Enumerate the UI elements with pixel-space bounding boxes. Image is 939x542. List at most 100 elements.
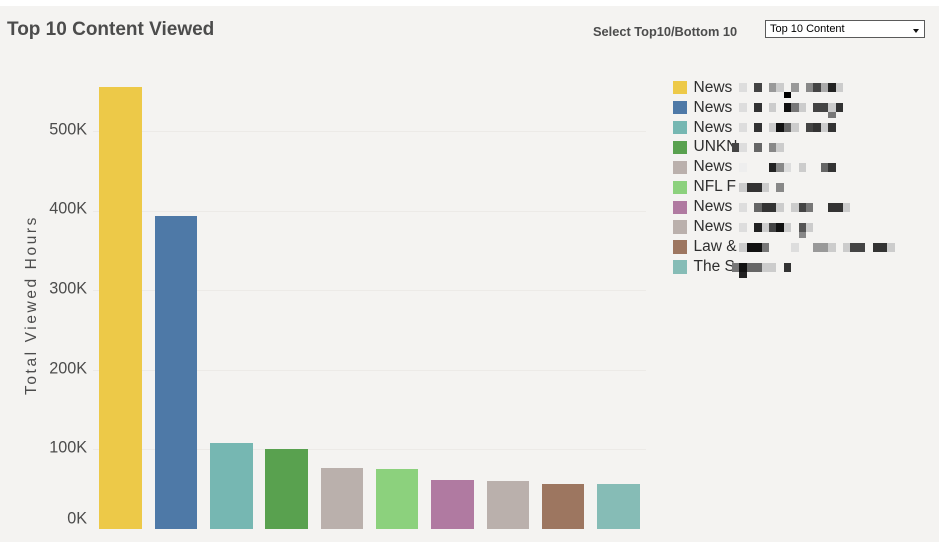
- y-tick-400K: 400K: [49, 199, 87, 218]
- redaction-pixel: [769, 202, 777, 212]
- legend-label: News: [693, 218, 733, 236]
- legend-swatch: [673, 100, 687, 115]
- bar-7-News[interactable]: [431, 479, 474, 529]
- redaction-pixel: [761, 222, 769, 232]
- redaction-pixel: [769, 262, 777, 272]
- legend-swatch: [673, 140, 687, 155]
- redaction-pixel: [739, 271, 747, 278]
- gridline-300K: [93, 290, 646, 292]
- redaction-pixel: [828, 242, 836, 252]
- redaction-pixel: [828, 103, 836, 113]
- redaction-pixel: [820, 123, 829, 133]
- redaction-pixel: [820, 162, 829, 172]
- legend-label: News: [693, 158, 733, 176]
- redaction-pixel: [769, 222, 777, 232]
- legend-swatch: [673, 160, 687, 175]
- redaction-pixel: [791, 123, 799, 133]
- redaction-pixel: [776, 123, 784, 133]
- redaction-pixel: [813, 242, 821, 252]
- legend-label: News: [693, 198, 733, 216]
- redaction-pixel: [806, 123, 814, 133]
- bar-6-NFL F[interactable]: [375, 469, 419, 529]
- legend-swatch: [673, 80, 687, 95]
- legend-label: The S: [693, 258, 735, 276]
- redaction-pixel: [880, 242, 888, 252]
- redaction-pixel: [754, 182, 762, 192]
- bar-9-Law &[interactable]: [541, 483, 585, 529]
- redaction-pixel: [739, 182, 747, 192]
- param-label: Select Top10/Bottom 10: [593, 24, 738, 39]
- redaction-pixel: [769, 103, 777, 113]
- redaction-pixel: [739, 83, 747, 93]
- redaction-pixel: [761, 262, 769, 272]
- bar-4-UNKN[interactable]: [265, 448, 308, 529]
- redaction-pixel: [783, 262, 792, 272]
- redaction-pixel: [820, 83, 829, 93]
- redaction-pixel: [739, 103, 747, 113]
- redaction-pixel: [769, 142, 777, 152]
- redaction-pixel: [791, 83, 799, 93]
- redaction-pixel: [820, 242, 829, 252]
- redaction-pixel: [798, 202, 806, 212]
- redaction-pixel: [813, 83, 821, 93]
- bar-5-News[interactable]: [320, 467, 364, 529]
- redaction-pixel: [732, 262, 740, 272]
- y-tick-0K: 0K: [67, 509, 87, 528]
- redaction-pixel: [806, 83, 814, 93]
- redaction-pixel: [754, 123, 762, 133]
- redaction-pixel: [783, 222, 792, 232]
- redaction-pixel: [783, 103, 792, 113]
- redaction-pixel: [776, 162, 784, 172]
- redaction-pixel: [776, 202, 784, 212]
- redaction-pixel: [776, 142, 784, 152]
- redaction-pixel: [739, 262, 747, 272]
- redaction-pixel: [835, 202, 843, 212]
- legend-label: News: [693, 98, 733, 116]
- redaction-pixel: [791, 242, 799, 252]
- y-tick-500K: 500K: [49, 120, 87, 139]
- redaction-pixel: [776, 83, 784, 93]
- redaction-pixel: [776, 222, 784, 232]
- redaction-pixel: [835, 103, 843, 113]
- redaction-pixel: [739, 123, 747, 133]
- top-strip: [0, 0, 939, 6]
- bar-1-News[interactable]: [99, 87, 142, 529]
- redaction-pixel: [754, 242, 762, 252]
- redaction-pixel: [739, 242, 747, 252]
- gridline-100K: [93, 449, 646, 451]
- redaction-pixel: [791, 202, 799, 212]
- chart-title: Top 10 Content Viewed: [7, 19, 215, 40]
- bar-3-News[interactable]: [210, 442, 253, 529]
- redaction-pixel: [806, 202, 814, 212]
- redaction-pixel: [754, 103, 762, 113]
- legend-swatch: [673, 120, 687, 135]
- redaction-pixel: [754, 83, 762, 93]
- bar-10-The S[interactable]: [597, 483, 640, 529]
- top10-bottom10-select[interactable]: Top 10 Content: [765, 20, 925, 38]
- redaction-pixel: [761, 242, 769, 252]
- redaction-pixel: [754, 142, 762, 152]
- redaction-pixel: [761, 202, 769, 212]
- redaction-pixel: [769, 83, 777, 93]
- redaction-pixel: [746, 262, 755, 272]
- legend-label: News: [693, 78, 733, 96]
- redaction-pixel: [828, 112, 836, 119]
- redaction-pixel: [769, 123, 777, 133]
- redaction-pixel: [739, 142, 747, 152]
- redaction-pixel: [843, 242, 851, 252]
- bar-2-News[interactable]: [154, 215, 198, 529]
- redaction-pixel: [857, 242, 866, 252]
- redaction-pixel: [850, 242, 858, 252]
- bar-8-News[interactable]: [486, 481, 529, 529]
- y-axis-title: Total Viewed Hours: [22, 214, 40, 396]
- redaction-pixel: [828, 123, 836, 133]
- redaction-pixel: [813, 103, 821, 113]
- redaction-pixel: [798, 103, 806, 113]
- redaction-pixel: [798, 222, 806, 232]
- redaction-pixel: [732, 142, 740, 152]
- redaction-pixel: [739, 222, 747, 232]
- caret-down-icon: [912, 28, 919, 33]
- redaction-pixel: [813, 123, 821, 133]
- y-tick-100K: 100K: [49, 438, 87, 457]
